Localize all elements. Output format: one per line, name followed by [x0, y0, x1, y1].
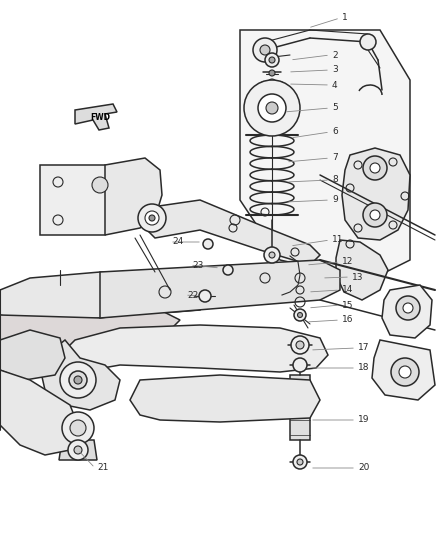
Circle shape — [253, 38, 277, 62]
Circle shape — [138, 204, 166, 232]
Circle shape — [291, 336, 309, 354]
Circle shape — [264, 247, 280, 263]
Text: 7: 7 — [332, 154, 338, 163]
Polygon shape — [105, 158, 162, 235]
Circle shape — [265, 53, 279, 67]
Text: 6: 6 — [332, 127, 338, 136]
Circle shape — [145, 211, 159, 225]
Text: 17: 17 — [358, 343, 370, 352]
Text: 3: 3 — [332, 66, 338, 75]
Text: 15: 15 — [342, 301, 353, 310]
Text: 5: 5 — [332, 103, 338, 112]
Circle shape — [266, 102, 278, 114]
Text: 11: 11 — [332, 236, 343, 245]
Circle shape — [396, 296, 420, 320]
Circle shape — [403, 303, 413, 313]
Circle shape — [199, 290, 211, 302]
Circle shape — [70, 420, 86, 436]
Polygon shape — [240, 30, 410, 280]
Text: 8: 8 — [332, 175, 338, 184]
Polygon shape — [40, 340, 120, 410]
Circle shape — [62, 412, 94, 444]
Polygon shape — [75, 104, 117, 130]
Circle shape — [149, 215, 155, 221]
Circle shape — [370, 163, 380, 173]
Text: 21: 21 — [97, 464, 108, 472]
Circle shape — [296, 341, 304, 349]
Circle shape — [92, 177, 108, 193]
Text: 12: 12 — [342, 257, 353, 266]
Text: 14: 14 — [342, 286, 353, 295]
Circle shape — [360, 34, 376, 50]
Polygon shape — [342, 148, 410, 240]
Text: 2: 2 — [332, 51, 338, 60]
Circle shape — [297, 312, 303, 318]
Polygon shape — [336, 240, 388, 300]
Polygon shape — [0, 370, 80, 455]
Text: FWD: FWD — [90, 112, 110, 122]
Polygon shape — [59, 440, 97, 460]
Text: 9: 9 — [332, 196, 338, 205]
Circle shape — [294, 309, 306, 321]
Circle shape — [74, 376, 82, 384]
Circle shape — [269, 70, 275, 76]
Circle shape — [244, 80, 300, 136]
Text: 1: 1 — [342, 13, 348, 22]
Circle shape — [223, 265, 233, 275]
Polygon shape — [40, 165, 135, 235]
Polygon shape — [0, 330, 65, 380]
Polygon shape — [0, 272, 200, 322]
Text: 18: 18 — [358, 364, 370, 373]
Circle shape — [370, 210, 380, 220]
Circle shape — [258, 94, 286, 122]
Circle shape — [293, 455, 307, 469]
Text: 19: 19 — [358, 416, 370, 424]
Polygon shape — [145, 200, 320, 265]
Polygon shape — [100, 260, 340, 318]
Polygon shape — [382, 285, 432, 338]
Polygon shape — [130, 375, 320, 422]
Circle shape — [399, 366, 411, 378]
Polygon shape — [0, 310, 180, 360]
Circle shape — [260, 45, 270, 55]
Text: 16: 16 — [342, 316, 353, 325]
Circle shape — [268, 79, 276, 87]
Circle shape — [391, 358, 419, 386]
Circle shape — [74, 446, 82, 454]
Text: 13: 13 — [352, 272, 364, 281]
Polygon shape — [65, 325, 328, 372]
Text: 4: 4 — [332, 80, 338, 90]
Polygon shape — [372, 340, 435, 400]
Circle shape — [69, 371, 87, 389]
Text: 22: 22 — [187, 290, 198, 300]
Circle shape — [269, 252, 275, 258]
Circle shape — [363, 203, 387, 227]
Text: 20: 20 — [358, 464, 369, 472]
Circle shape — [60, 362, 96, 398]
Circle shape — [293, 358, 307, 372]
Text: 23: 23 — [192, 261, 203, 270]
Text: 24: 24 — [172, 238, 183, 246]
Circle shape — [297, 459, 303, 465]
Circle shape — [203, 239, 213, 249]
Circle shape — [363, 156, 387, 180]
Circle shape — [269, 57, 275, 63]
Circle shape — [68, 440, 88, 460]
Polygon shape — [290, 375, 310, 440]
